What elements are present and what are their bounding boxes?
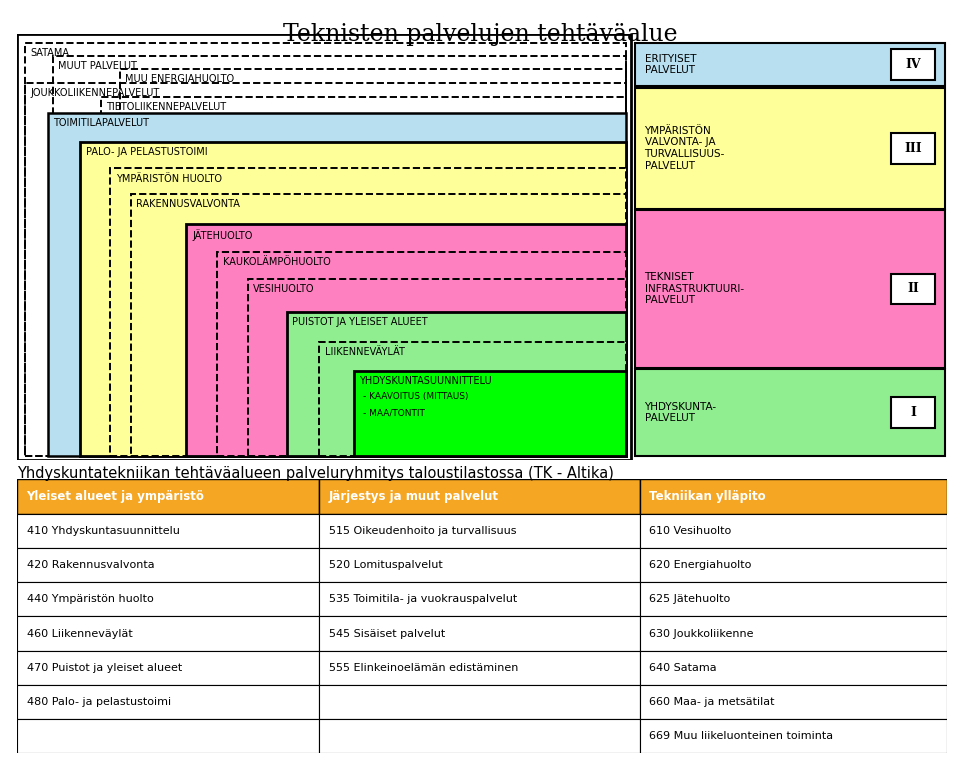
- Bar: [17, 685, 320, 719]
- Text: MUU ENERGIAHUOLTO: MUU ENERGIAHUOLTO: [125, 75, 234, 84]
- Text: - MAA/TONTIT: - MAA/TONTIT: [363, 409, 425, 418]
- Bar: [891, 273, 935, 304]
- Text: Tekniikan ylläpito: Tekniikan ylläpito: [649, 490, 766, 503]
- Bar: [636, 88, 945, 209]
- Bar: [17, 479, 320, 514]
- Text: 660 Maa- ja metsätilat: 660 Maa- ja metsätilat: [649, 697, 775, 707]
- Bar: [320, 651, 640, 685]
- Bar: [320, 548, 640, 582]
- Bar: [891, 397, 935, 428]
- Bar: [17, 514, 320, 548]
- Bar: [636, 210, 945, 368]
- Text: Yleiset alueet ja ympäristö: Yleiset alueet ja ympäristö: [27, 490, 204, 503]
- Bar: [287, 312, 626, 456]
- Text: PALO- JA PELASTUSTOIMI: PALO- JA PELASTUSTOIMI: [86, 147, 207, 157]
- Text: YHDYSKUNTA-
PALVELUT: YHDYSKUNTA- PALVELUT: [644, 402, 717, 423]
- Text: IV: IV: [905, 58, 921, 71]
- Text: I: I: [910, 406, 916, 419]
- Bar: [640, 582, 947, 616]
- Text: 545 Sisäiset palvelut: 545 Sisäiset palvelut: [328, 629, 444, 638]
- Bar: [636, 369, 945, 456]
- Text: 410 Yhdyskuntasuunnittelu: 410 Yhdyskuntasuunnittelu: [27, 526, 180, 536]
- Bar: [17, 719, 320, 753]
- Text: 480 Palo- ja pelastustoimi: 480 Palo- ja pelastustoimi: [27, 697, 171, 707]
- Bar: [81, 142, 626, 456]
- Bar: [110, 168, 626, 456]
- Bar: [640, 616, 947, 651]
- Bar: [320, 582, 640, 616]
- Text: 669 Muu liikeluonteinen toiminta: 669 Muu liikeluonteinen toiminta: [649, 731, 833, 741]
- Bar: [101, 97, 626, 456]
- Text: YHDYSKUNTASUUNNITTELU: YHDYSKUNTASUUNNITTELU: [359, 376, 492, 386]
- Bar: [320, 342, 626, 456]
- Bar: [640, 719, 947, 753]
- Bar: [320, 616, 640, 651]
- Text: Järjestys ja muut palvelut: Järjestys ja muut palvelut: [328, 490, 498, 503]
- Bar: [320, 685, 640, 719]
- Text: LIIKENNEVÄYLÄT: LIIKENNEVÄYLÄT: [324, 347, 405, 357]
- Bar: [320, 514, 640, 548]
- Text: TEKNISET
INFRASTRUKTUURI-
PALVELUT: TEKNISET INFRASTRUKTUURI- PALVELUT: [644, 272, 744, 305]
- Bar: [891, 133, 935, 164]
- Bar: [17, 34, 631, 460]
- Text: SATAMA: SATAMA: [31, 48, 69, 58]
- Text: III: III: [904, 142, 922, 154]
- Text: II: II: [907, 282, 919, 295]
- Bar: [320, 719, 640, 753]
- Text: YMPÄRISTÖN HUOLTO: YMPÄRISTÖN HUOLTO: [116, 174, 222, 183]
- Bar: [119, 69, 626, 456]
- Text: RAKENNUSVALVONTA: RAKENNUSVALVONTA: [136, 199, 240, 209]
- Bar: [17, 548, 320, 582]
- Text: 470 Puistot ja yleiset alueet: 470 Puistot ja yleiset alueet: [27, 663, 181, 673]
- Bar: [17, 616, 320, 651]
- Text: TOIMITILAPALVELUT: TOIMITILAPALVELUT: [54, 118, 150, 128]
- Text: Yhdyskuntatekniikan tehtäväalueen palveluryhmitys taloustilastossa (TK - Altika): Yhdyskuntatekniikan tehtäväalueen palvel…: [17, 466, 614, 481]
- Text: JÄTEHUOLTO: JÄTEHUOLTO: [192, 229, 252, 241]
- Text: 420 Rakennusvalvonta: 420 Rakennusvalvonta: [27, 560, 155, 570]
- Text: JOUKKOLIIKENNEPALVELUT: JOUKKOLIIKENNEPALVELUT: [31, 88, 159, 98]
- Text: 520 Lomituspalvelut: 520 Lomituspalvelut: [328, 560, 443, 570]
- Text: 630 Joukkoliikenne: 630 Joukkoliikenne: [649, 629, 754, 638]
- Text: VESIHUOLTO: VESIHUOLTO: [253, 285, 315, 295]
- Bar: [640, 548, 947, 582]
- Bar: [48, 113, 626, 456]
- Bar: [25, 83, 626, 456]
- Text: 625 Jätehuolto: 625 Jätehuolto: [649, 594, 731, 604]
- Text: 640 Satama: 640 Satama: [649, 663, 717, 673]
- Bar: [25, 43, 626, 456]
- Bar: [640, 479, 947, 514]
- Bar: [891, 49, 935, 80]
- Text: PUISTOT JA YLEISET ALUEET: PUISTOT JA YLEISET ALUEET: [293, 317, 428, 327]
- Text: 620 Energiahuolto: 620 Energiahuolto: [649, 560, 752, 570]
- Bar: [17, 651, 320, 685]
- Bar: [640, 651, 947, 685]
- Text: - KAAVOITUS (MITTAUS): - KAAVOITUS (MITTAUS): [363, 392, 468, 401]
- Bar: [320, 479, 640, 514]
- Text: TIETOLIIKENNEPALVELUT: TIETOLIIKENNEPALVELUT: [107, 103, 227, 113]
- Bar: [640, 685, 947, 719]
- Bar: [640, 514, 947, 548]
- Text: 535 Toimitila- ja vuokrauspalvelut: 535 Toimitila- ja vuokrauspalvelut: [328, 594, 516, 604]
- Text: 440 Ympäristön huolto: 440 Ympäristön huolto: [27, 594, 154, 604]
- Bar: [353, 371, 626, 456]
- Text: YMPÄRISTÖN
VALVONTA- JA
TURVALLISUUS-
PALVELUT: YMPÄRISTÖN VALVONTA- JA TURVALLISUUS- PA…: [644, 126, 725, 170]
- Bar: [17, 582, 320, 616]
- Bar: [53, 56, 626, 456]
- Text: 610 Vesihuolto: 610 Vesihuolto: [649, 526, 732, 536]
- Bar: [186, 224, 626, 456]
- Text: 515 Oikeudenhoito ja turvallisuus: 515 Oikeudenhoito ja turvallisuus: [328, 526, 516, 536]
- Text: 555 Elinkeinoelämän edistäminen: 555 Elinkeinoelämän edistäminen: [328, 663, 518, 673]
- Bar: [636, 43, 945, 86]
- Text: 460 Liikenneväylät: 460 Liikenneväylät: [27, 629, 132, 638]
- Bar: [131, 194, 626, 456]
- Text: ERITYISET
PALVELUT: ERITYISET PALVELUT: [644, 54, 696, 75]
- Bar: [217, 252, 626, 456]
- Text: MUUT PALVELUT: MUUT PALVELUT: [59, 61, 137, 71]
- Text: KAUKOLÄMPÖHUOLTO: KAUKOLÄMPÖHUOLTO: [223, 256, 330, 266]
- Bar: [248, 279, 626, 456]
- Text: Teknisten palvelujen tehtäväalue: Teknisten palvelujen tehtäväalue: [282, 23, 678, 46]
